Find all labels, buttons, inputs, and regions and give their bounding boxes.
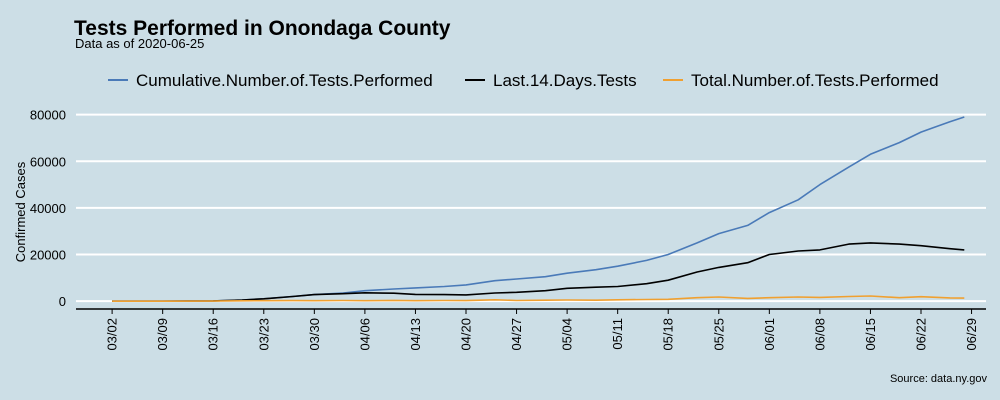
grid-lines [76,113,986,303]
x-tick-label: 05/25 [711,318,726,351]
x-tick-label: 06/01 [762,318,777,351]
y-axis-label: Confirmed Cases [13,161,28,262]
y-tick-label: 0 [59,294,66,309]
series-lines [112,116,965,302]
series-line [112,242,965,302]
legend-label: Last.14.Days.Tests [493,71,637,90]
x-tick-label: 05/04 [560,318,575,351]
x-tick-label: 04/06 [357,318,372,351]
y-tick-label: 60000 [30,154,66,169]
x-tick-label: 06/08 [812,318,827,351]
x-tick-label: 04/27 [509,318,524,351]
x-tick-label: 05/11 [610,318,625,350]
x-tick-label: 04/20 [459,318,474,351]
x-tick-label: 03/23 [256,318,271,351]
chart-caption: Source: data.ny.gov [890,373,988,385]
legend-label: Cumulative.Number.of.Tests.Performed [136,71,433,90]
x-tick-label: 03/09 [155,318,170,351]
axes: 0 20000 40000 60000 80000 03/02 03/09 03/16 03/2… [30,108,986,351]
x-tick-label: 06/22 [914,318,929,351]
x-tick-label: 03/30 [307,318,322,351]
legend: Cumulative.Number.of.Tests.Performed Last… [108,71,939,90]
chart-subtitle: Data as of 2020-06-25 [75,36,204,51]
y-tick-label: 20000 [30,248,66,263]
x-tick-label: 03/16 [206,318,221,351]
x-tick-label: 05/18 [661,318,676,351]
x-tick-label: 06/29 [964,318,979,351]
series-line [112,116,965,302]
legend-label: Total.Number.of.Tests.Performed [691,71,939,90]
y-tick-label: 40000 [30,201,66,216]
x-tick-label: 03/02 [105,318,120,351]
x-tick-label: 06/15 [863,318,878,351]
series-line [112,295,965,302]
y-tick-label: 80000 [30,108,66,123]
x-tick-label: 04/13 [408,318,423,351]
chart-title: Tests Performed in Onondaga County [74,17,451,40]
